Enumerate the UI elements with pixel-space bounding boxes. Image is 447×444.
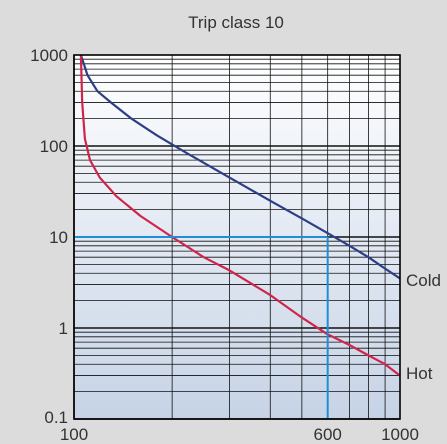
cold-curve <box>79 55 400 280</box>
x-tick-label: 1000 <box>381 425 419 444</box>
hot-curve-label: Hot <box>406 364 433 383</box>
y-tick-label: 10 <box>49 228 68 247</box>
y-tick-label: 100 <box>40 137 68 156</box>
y-tick-label: 1000 <box>30 46 68 65</box>
x-tick-label: 600 <box>313 425 341 444</box>
x-tick-labels: 100 600 1000 <box>60 425 419 444</box>
curves <box>79 55 400 377</box>
grid-lines <box>73 55 400 420</box>
plot-frame <box>73 54 401 420</box>
reference-lines <box>74 236 329 419</box>
hot-curve <box>79 55 400 377</box>
y-tick-labels: 1000 100 10 1 0.1 <box>30 46 68 427</box>
chart-title: Trip class 10 <box>188 13 284 32</box>
x-tick-label: 100 <box>60 425 88 444</box>
y-tick-label: 1 <box>59 319 68 338</box>
y-tick-label: 0.1 <box>44 408 68 427</box>
cold-curve-label: Cold <box>406 271 441 290</box>
